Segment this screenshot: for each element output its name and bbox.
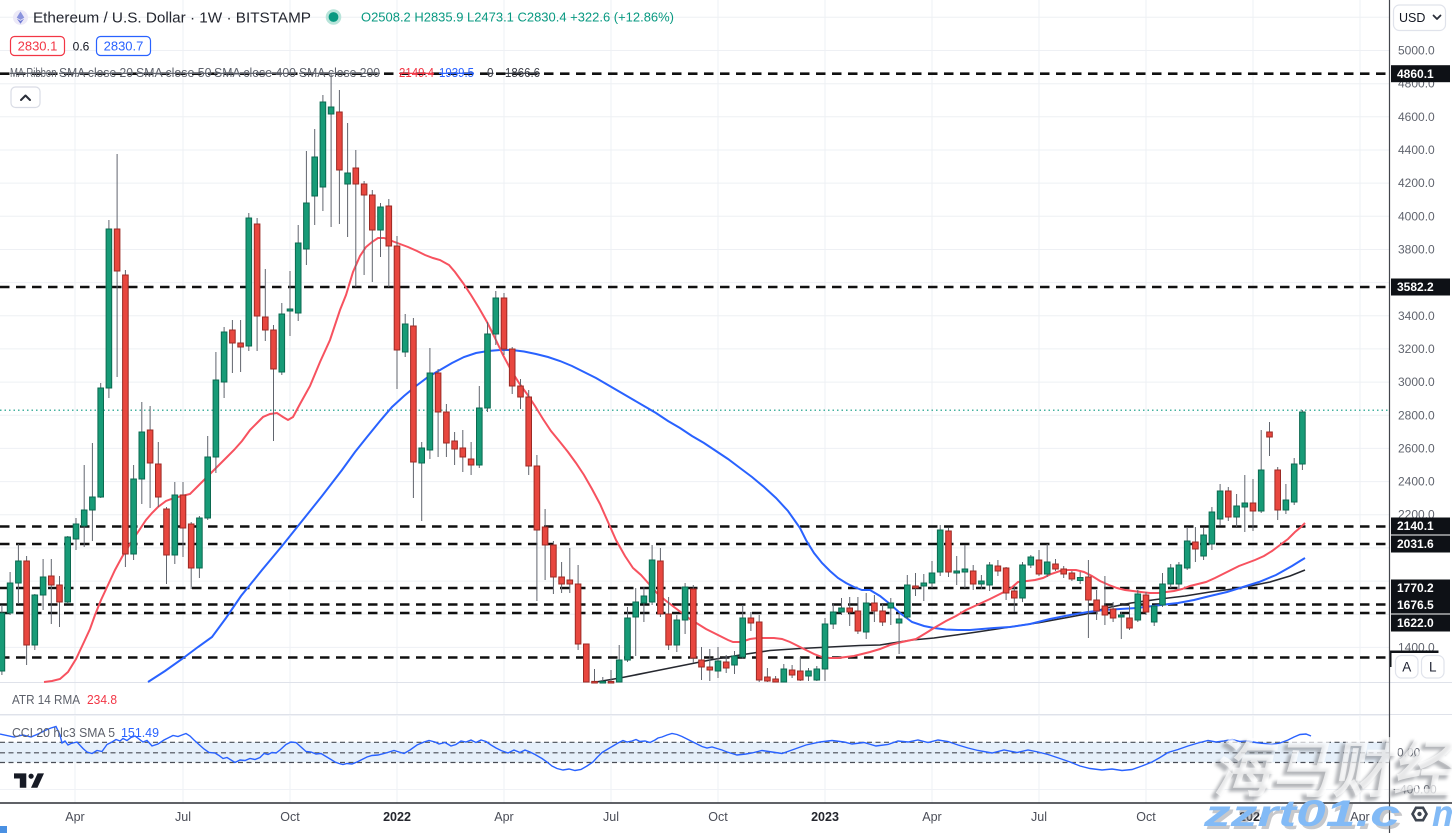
svg-text:1866.6: 1866.6: [505, 66, 540, 80]
svg-text:2800.0: 2800.0: [1398, 408, 1435, 422]
svg-text:0: 0: [487, 66, 494, 80]
svg-text:ATR 14 RMA: ATR 14 RMA: [12, 693, 81, 707]
svg-text:Jul: Jul: [175, 810, 191, 824]
svg-text:0.6: 0.6: [73, 40, 90, 54]
svg-text:CCI 20 hlc3 SMA 5: CCI 20 hlc3 SMA 5: [12, 726, 115, 740]
svg-text:Apr: Apr: [494, 810, 513, 824]
svg-text:1939.5: 1939.5: [439, 66, 474, 80]
svg-text:151.49: 151.49: [121, 726, 159, 740]
svg-text:4860.1: 4860.1: [1397, 67, 1434, 81]
svg-text:SMA close 400: SMA close 400: [214, 66, 296, 80]
svg-text:Apr: Apr: [65, 810, 84, 824]
svg-text:A: A: [1402, 660, 1411, 675]
svg-text:SMA close 200: SMA close 200: [299, 66, 380, 80]
svg-text:3200.0: 3200.0: [1398, 342, 1435, 356]
svg-text:海马财经: 海马财经: [1211, 735, 1452, 804]
svg-text:Oct: Oct: [1136, 810, 1156, 824]
svg-text:m: m: [1432, 793, 1452, 833]
svg-text:2140.1: 2140.1: [1397, 519, 1434, 533]
svg-text:4000.0: 4000.0: [1398, 209, 1435, 223]
svg-text:zzrt01.c: zzrt01.c: [1203, 793, 1401, 833]
svg-text:海马财经: 海马财经: [1206, 739, 1452, 808]
svg-text:4400.0: 4400.0: [1398, 143, 1435, 157]
svg-text:2023: 2023: [811, 810, 839, 824]
svg-text:Jul: Jul: [603, 810, 619, 824]
svg-text:2600.0: 2600.0: [1398, 441, 1435, 455]
svg-text:2830.1: 2830.1: [18, 39, 58, 54]
svg-text:zzrt01.c: zzrt01.c: [1206, 796, 1404, 833]
svg-text:1676.5: 1676.5: [1397, 598, 1434, 612]
svg-text:Oct: Oct: [708, 810, 728, 824]
svg-text:3400.0: 3400.0: [1398, 309, 1435, 323]
svg-text:Ethereum / U.S. Dollar · 1W ·: Ethereum / U.S. Dollar · 1W · BITSTAMP: [33, 10, 311, 27]
svg-text:1770.2: 1770.2: [1397, 581, 1434, 595]
svg-text:3800.0: 3800.0: [1398, 243, 1435, 257]
svg-text:SMA close 20: SMA close 20: [59, 66, 133, 80]
svg-text:1622.0: 1622.0: [1397, 616, 1434, 630]
svg-text:MA Ribbon: MA Ribbon: [10, 66, 57, 80]
svg-text:2022: 2022: [383, 810, 411, 824]
svg-text:SMA close 50: SMA close 50: [136, 66, 212, 80]
svg-text:2400.0: 2400.0: [1398, 475, 1435, 489]
svg-text:O2508.2 H2835.9 L2473.1 C2830.: O2508.2 H2835.9 L2473.1 C2830.4 +322.6 (…: [361, 10, 674, 25]
svg-text:3000.0: 3000.0: [1398, 375, 1435, 389]
svg-text:2031.6: 2031.6: [1397, 537, 1434, 551]
svg-text:Apr: Apr: [922, 810, 941, 824]
svg-text:2830.7: 2830.7: [104, 39, 144, 54]
svg-text:4600.0: 4600.0: [1398, 110, 1435, 124]
svg-text:2149.4: 2149.4: [399, 66, 434, 80]
svg-text:234.8: 234.8: [87, 693, 117, 707]
svg-text:0.00: 0.00: [1397, 746, 1421, 760]
svg-text:Jul: Jul: [1031, 810, 1047, 824]
svg-text:USD: USD: [1399, 11, 1425, 25]
svg-text:3582.2: 3582.2: [1397, 280, 1434, 294]
svg-text:L: L: [1429, 660, 1437, 675]
svg-text:Apr: Apr: [1350, 810, 1369, 824]
svg-text:2024: 2024: [1239, 810, 1267, 824]
svg-text:5000.0: 5000.0: [1398, 44, 1435, 58]
svg-text:4200.0: 4200.0: [1398, 176, 1435, 190]
svg-text:Oct: Oct: [280, 810, 300, 824]
svg-text:−400.00: −400.00: [1393, 783, 1437, 797]
